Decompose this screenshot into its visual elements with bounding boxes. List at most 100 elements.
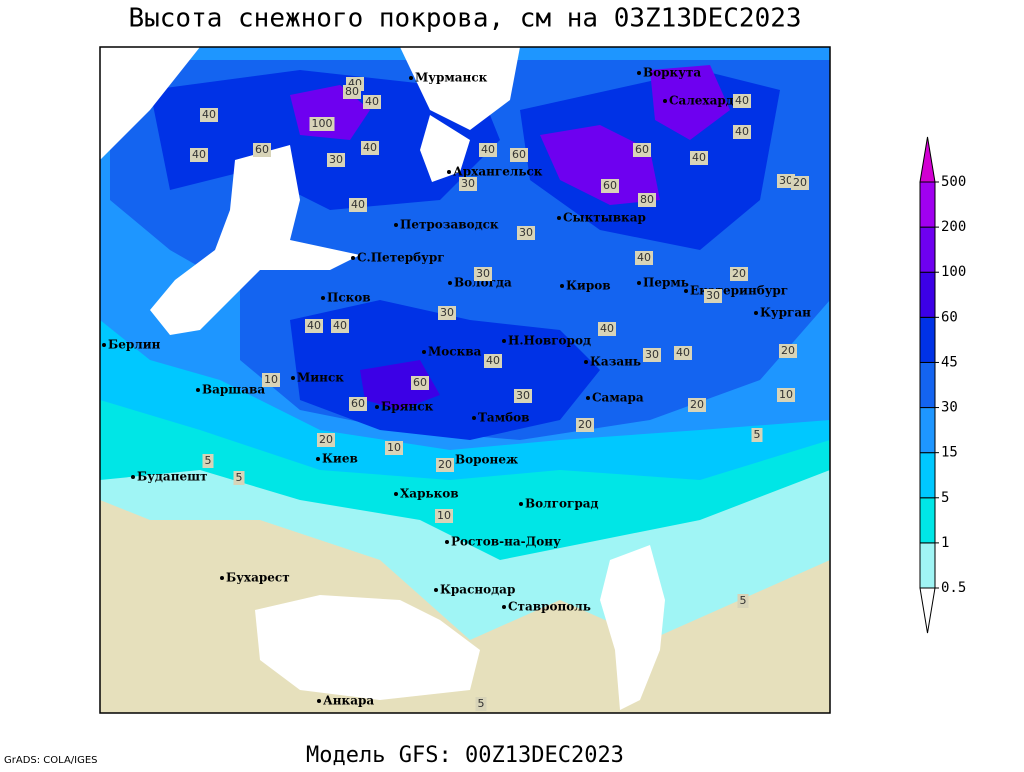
city-label: Будапешт [137,470,207,484]
city-dot [519,502,523,506]
sea [150,145,360,335]
contour-label-bg [690,151,708,165]
colorbar-label: 5 [941,490,949,506]
contour-label: 40 [676,346,690,359]
city-label: Варшава [202,383,265,397]
city-dot [422,350,426,354]
city-dot [375,405,379,409]
contour-label-bg [733,125,751,139]
contour-label-bg [331,319,349,333]
contour-label-bg [510,148,528,162]
contour-label-bg [202,454,214,468]
contour-label: 30 [476,267,490,280]
city-label: Минск [297,371,344,385]
city-dot [409,76,413,80]
contour-label: 40 [365,95,379,108]
contour-label-bg [253,143,271,157]
map-frame [99,46,831,714]
contour-label: 30 [779,174,793,187]
colorbar-label: 500 [941,174,966,190]
city-dot [102,343,106,347]
contour-label: 5 [205,454,212,467]
snow-band [290,300,600,440]
contour-label-bg [233,471,245,485]
contour-label-bg [484,354,502,368]
contour-label-bg [688,398,706,412]
contour-label: 20 [578,418,592,431]
city-dot [637,71,641,75]
contour-label: 10 [387,441,401,454]
credit: GrADS: COLA/IGES [4,755,98,766]
contour-label-bg [411,376,429,390]
city-label: Воркута [643,66,701,80]
colorbar-below [919,587,936,634]
sea [420,115,470,182]
city-dot [472,416,476,420]
contour-label-bg [733,94,751,108]
contour-label: 60 [635,143,649,156]
contour-label: 5 [478,697,485,710]
contour-label: 10 [779,388,793,401]
contour-label-bg [190,148,208,162]
contour-label: 40 [363,141,377,154]
city-label: Воронеж [455,453,518,467]
contour-label-bg [517,226,535,240]
city-label: Харьков [400,487,459,501]
colorbar-segment [919,361,936,409]
contour-label-bg [751,428,763,442]
city-dot [317,699,321,703]
city-label: Киров [566,279,611,293]
contour-label: 80 [640,193,654,206]
city-dot [394,223,398,227]
contour-label-bg [474,267,492,281]
city-label: Псков [327,291,371,305]
contour-label: 20 [732,267,746,280]
contour-label-bg [327,153,345,167]
colorbar-label: 100 [941,264,966,280]
city-dot [663,99,667,103]
contour-label: 60 [413,376,427,389]
city-dot [434,588,438,592]
city-dot [394,492,398,496]
colorbar-segment [919,316,936,363]
contour-label: 20 [793,176,807,189]
contour-label: 40 [486,354,500,367]
contour-label: 10 [264,373,278,386]
colorbar-above [919,136,936,183]
city-dot [220,576,224,580]
city-dot [291,376,295,380]
contour-label-bg [459,177,477,191]
contour-label-bg [643,348,661,362]
contour-label: 40 [351,198,365,211]
city-label: Н.Новгород [508,334,591,348]
contour-label: 40 [192,148,206,161]
contour-label: 80 [345,85,359,98]
contour-label: 30 [519,226,533,239]
city-label: Самара [592,391,644,405]
contour-label-bg [674,346,692,360]
contour-label-bg [435,509,453,523]
contour-label-bg [438,306,456,320]
contour-label-bg [514,389,532,403]
contour-label-bg [601,179,619,193]
colorbar-label: 15 [941,445,958,461]
contour-label-bg [436,458,454,472]
contour-label-bg [779,344,797,358]
city-label: Анкара [323,694,374,708]
city-label: Бухарест [226,571,290,585]
contour-label-bg [349,397,367,411]
contour-label: 40 [692,151,706,164]
city-label: Краснодар [440,583,515,597]
contour-label: 30 [440,306,454,319]
contour-label-bg [262,373,280,387]
city-dot [560,284,564,288]
colorbar-label: 0.5 [941,580,966,596]
city-dot [557,216,561,220]
contour-label-bg [576,418,594,432]
city-dot [131,475,135,479]
city-label: Пермь [643,276,689,290]
contour-label-bg [475,697,487,711]
contour-label-bg [349,198,367,212]
contour-label: 20 [438,458,452,471]
